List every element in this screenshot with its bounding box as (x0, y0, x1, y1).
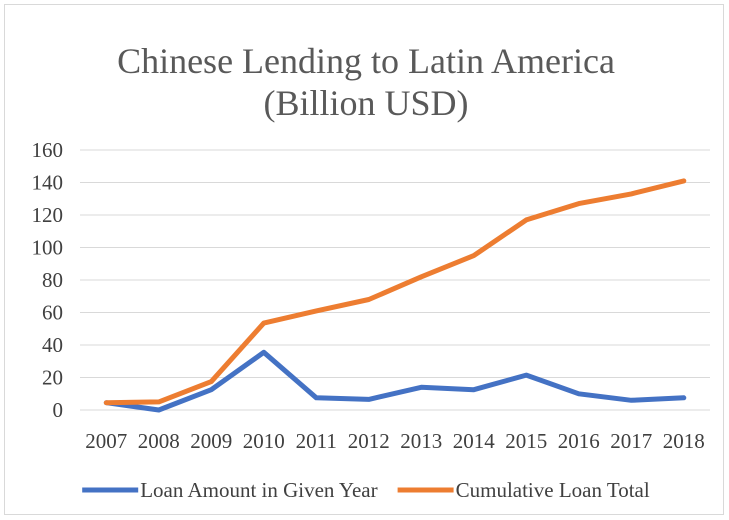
x-axis-tick-labels: 2007 2008 2009 2010 2011 2012 2013 2014 2015 2016… (85, 429, 705, 453)
data-point-cumulative-loan-total-2010 (261, 321, 266, 326)
series-line-loan-amount-in-given-year (103, 349, 687, 413)
y-tick-label-0: 0 (53, 398, 64, 422)
x-tick-label-2017: 2017 (610, 429, 652, 453)
y-tick-label-120: 120 (32, 203, 64, 227)
legend-label-cumulative-loan-total: Cumulative Loan Total (456, 478, 650, 502)
x-tick-label-2012: 2012 (348, 429, 390, 453)
legend: Loan Amount in Given Year Cumulative Loan… (82, 478, 650, 502)
data-point-cumulative-loan-total-2015 (524, 217, 529, 222)
data-point-loan-amount-in-given-year-2013 (419, 385, 424, 390)
chart-title-line-2: (Billion USD) (263, 83, 468, 123)
x-tick-label-2015: 2015 (505, 429, 547, 453)
x-tick-label-2013: 2013 (400, 429, 442, 453)
x-tick-label-2018: 2018 (663, 429, 705, 453)
data-point-cumulative-loan-total-2016 (576, 201, 581, 206)
data-point-loan-amount-in-given-year-2018 (681, 395, 686, 400)
data-point-cumulative-loan-total-2018 (681, 178, 686, 183)
y-tick-label-20: 20 (42, 366, 63, 390)
series-line-cumulative-loan-total (103, 178, 687, 406)
data-point-loan-amount-in-given-year-2012 (366, 397, 371, 402)
chart-area (4, 4, 724, 515)
series-lines (103, 178, 687, 413)
data-point-loan-amount-in-given-year-2016 (576, 391, 581, 396)
x-tick-label-2011: 2011 (296, 429, 337, 453)
data-point-cumulative-loan-total-2017 (629, 191, 634, 196)
data-point-loan-amount-in-given-year-2009 (209, 387, 214, 392)
legend-item-loan-amount-in-given-year: Loan Amount in Given Year (82, 478, 378, 502)
y-tick-label-100: 100 (32, 236, 64, 260)
x-tick-label-2010: 2010 (243, 429, 285, 453)
y-axis-tick-labels: 0 20 40 60 80 100 120 140 160 (32, 138, 64, 422)
x-tick-label-2009: 2009 (190, 429, 232, 453)
y-tick-label-160: 160 (32, 138, 64, 162)
data-point-cumulative-loan-total-2008 (156, 399, 161, 404)
legend-label-loan-amount-in-given-year: Loan Amount in Given Year (140, 478, 377, 502)
legend-item-cumulative-loan-total: Cumulative Loan Total (397, 478, 650, 502)
data-point-cumulative-loan-total-2007 (104, 400, 109, 405)
data-point-loan-amount-in-given-year-2010 (261, 350, 266, 355)
data-point-loan-amount-in-given-year-2015 (524, 373, 529, 378)
x-tick-label-2016: 2016 (558, 429, 600, 453)
gridlines (80, 149, 710, 411)
x-tick-label-2007: 2007 (85, 429, 127, 453)
data-point-loan-amount-in-given-year-2008 (156, 408, 161, 413)
data-point-cumulative-loan-total-2009 (209, 379, 214, 384)
data-point-cumulative-loan-total-2011 (314, 308, 319, 313)
y-tick-label-40: 40 (42, 333, 63, 357)
y-tick-label-80: 80 (42, 268, 63, 292)
y-tick-label-140: 140 (32, 171, 64, 195)
data-point-cumulative-loan-total-2014 (471, 253, 476, 258)
data-point-cumulative-loan-total-2012 (366, 297, 371, 302)
y-tick-label-60: 60 (42, 301, 63, 325)
data-point-loan-amount-in-given-year-2011 (314, 395, 319, 400)
x-tick-label-2008: 2008 (138, 429, 180, 453)
chart-title: Chinese Lending to Latin America (Billio… (117, 41, 615, 123)
data-point-loan-amount-in-given-year-2014 (471, 387, 476, 392)
x-tick-label-2014: 2014 (453, 429, 496, 453)
data-point-cumulative-loan-total-2013 (419, 274, 424, 279)
chart-title-line-1: Chinese Lending to Latin America (117, 41, 615, 81)
data-point-loan-amount-in-given-year-2017 (629, 398, 634, 403)
